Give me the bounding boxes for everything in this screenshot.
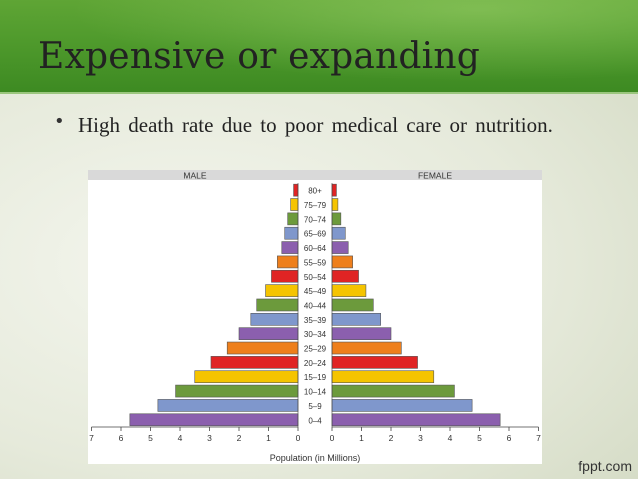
male-bar-14 bbox=[175, 384, 299, 398]
age-label-8: 40–44 bbox=[304, 301, 327, 310]
female-bar-8 bbox=[331, 298, 374, 312]
male-bar-4 bbox=[281, 241, 299, 254]
age-label-1: 75–79 bbox=[304, 201, 327, 210]
female-bar-12 bbox=[331, 356, 418, 369]
female-bar-7 bbox=[331, 284, 367, 297]
male-tick-label-1: 1 bbox=[266, 433, 271, 443]
male-bar-15 bbox=[157, 399, 299, 412]
female-bar-1 bbox=[331, 198, 339, 211]
male-bar-11 bbox=[226, 341, 299, 355]
female-bar-0 bbox=[331, 183, 337, 197]
female-tick-label-1: 1 bbox=[359, 433, 364, 443]
female-bar-3 bbox=[331, 226, 346, 240]
female-tick-label-4: 4 bbox=[448, 433, 453, 443]
female-bar-11 bbox=[331, 341, 402, 355]
male-bar-3 bbox=[284, 226, 299, 240]
male-tick-label-4: 4 bbox=[178, 433, 183, 443]
male-bar-9 bbox=[250, 313, 299, 326]
male-tick-label-7: 7 bbox=[89, 433, 94, 443]
female-tick-label-7: 7 bbox=[536, 433, 541, 443]
male-bar-2 bbox=[287, 212, 299, 226]
pyramid-svg: MALE FEMALE Population (in Millions) 80+… bbox=[88, 170, 542, 463]
bullet-marker: • bbox=[54, 111, 65, 132]
age-label-6: 50–54 bbox=[304, 273, 327, 282]
female-bar-10 bbox=[331, 327, 392, 340]
male-bar-5 bbox=[277, 255, 299, 269]
female-tick-label-2: 2 bbox=[389, 433, 394, 443]
chart-header-strip bbox=[88, 170, 542, 180]
male-tick-label-3: 3 bbox=[207, 433, 212, 443]
age-label-16: 0–4 bbox=[308, 416, 322, 425]
banner-glow bbox=[0, 0, 638, 94]
female-bar-4 bbox=[331, 241, 349, 254]
male-label: MALE bbox=[183, 171, 206, 181]
male-bar-8 bbox=[256, 298, 299, 312]
female-bar-9 bbox=[331, 313, 381, 326]
male-tick-label-0: 0 bbox=[296, 433, 301, 443]
female-tick-label-5: 5 bbox=[477, 433, 482, 443]
male-bar-7 bbox=[265, 284, 299, 297]
female-bar-15 bbox=[331, 399, 473, 412]
age-label-10: 30–34 bbox=[304, 330, 327, 339]
title-banner: Expensive or expanding bbox=[0, 0, 638, 94]
male-tick-label-6: 6 bbox=[119, 433, 124, 443]
male-bar-1 bbox=[290, 198, 299, 211]
age-label-2: 70–74 bbox=[304, 215, 327, 224]
male-bar-0 bbox=[293, 183, 299, 197]
x-axis-title: Population (in Millions) bbox=[270, 453, 361, 463]
female-bar-2 bbox=[331, 212, 342, 226]
age-label-3: 65–69 bbox=[304, 230, 327, 239]
age-label-14: 10–14 bbox=[304, 388, 327, 397]
male-tick-label-2: 2 bbox=[237, 433, 242, 443]
female-tick-label-6: 6 bbox=[507, 433, 512, 443]
male-bar-10 bbox=[238, 327, 299, 340]
male-bar-6 bbox=[271, 269, 299, 283]
age-label-7: 45–49 bbox=[304, 287, 327, 296]
age-label-12: 20–24 bbox=[304, 359, 327, 368]
female-label: FEMALE bbox=[418, 171, 452, 181]
female-bar-5 bbox=[331, 255, 353, 269]
female-bar-6 bbox=[331, 269, 359, 283]
age-label-4: 60–64 bbox=[304, 244, 327, 253]
male-bar-12 bbox=[210, 356, 299, 369]
male-bar-16 bbox=[129, 413, 299, 427]
slide-title: Expensive or expanding bbox=[38, 36, 481, 77]
male-tick-label-5: 5 bbox=[148, 433, 153, 443]
age-label-0: 80+ bbox=[308, 187, 322, 196]
age-label-11: 25–29 bbox=[304, 345, 327, 354]
female-tick-label-0: 0 bbox=[330, 433, 335, 443]
age-label-15: 5–9 bbox=[308, 402, 322, 411]
fppt-watermark: fppt.com bbox=[578, 458, 632, 474]
female-bar-16 bbox=[331, 413, 501, 427]
bullet-text: High death rate due to poor medical care… bbox=[78, 113, 553, 137]
age-label-5: 55–59 bbox=[304, 258, 327, 267]
female-bar-14 bbox=[331, 384, 455, 398]
population-pyramid-chart: MALE FEMALE Population (in Millions) 80+… bbox=[88, 170, 542, 464]
age-label-13: 15–19 bbox=[304, 373, 327, 382]
male-bar-13 bbox=[194, 370, 299, 384]
female-tick-label-3: 3 bbox=[418, 433, 423, 443]
age-label-9: 35–39 bbox=[304, 316, 327, 325]
female-bar-13 bbox=[331, 370, 435, 384]
